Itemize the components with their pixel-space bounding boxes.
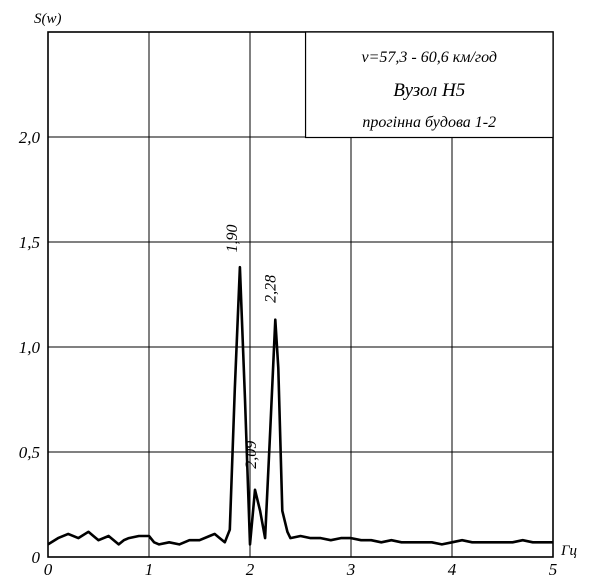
y-tick-label: 0,5 (19, 443, 40, 462)
x-tick-label: 4 (448, 560, 457, 578)
series-layer (47, 265, 553, 546)
x-tick-label: 1 (145, 560, 154, 578)
peak-label: 1,90 (224, 225, 241, 253)
info-node: Вузол Н5 (393, 80, 465, 101)
y-tick-label: 0 (32, 548, 41, 567)
y-tick-label: 1,5 (19, 233, 40, 252)
y-tick-labels: 0 0,5 1,0 1,5 2,0 (19, 128, 41, 567)
series-line (47, 265, 553, 546)
y-tick-label: 1,0 (19, 338, 41, 357)
x-tick-label: 5 (549, 560, 558, 578)
peak-annotations: 1,90 2,09 2,28 (224, 225, 279, 469)
info-box-frame (304, 31, 554, 139)
y-tick-label: 2,0 (19, 128, 41, 147)
plot-frame (47, 31, 554, 558)
info-speed: v=57,3 - 60,6 км/год (362, 49, 498, 66)
peak-label: 2,28 (262, 275, 279, 303)
info-span: прогінна будова 1-2 (362, 114, 496, 131)
x-tick-label: 3 (346, 560, 356, 578)
y-axis-label: S(w) (34, 11, 62, 27)
peak-label: 2,09 (243, 441, 260, 469)
x-tick-label: 0 (44, 560, 53, 578)
x-tick-labels: 0 1 2 3 4 5 (44, 560, 558, 578)
x-axis-label: Гц (560, 543, 577, 559)
info-box: v=57,3 - 60,6 км/год Вузол Н5 прогінна б… (304, 31, 554, 139)
x-tick-label: 2 (246, 560, 255, 578)
